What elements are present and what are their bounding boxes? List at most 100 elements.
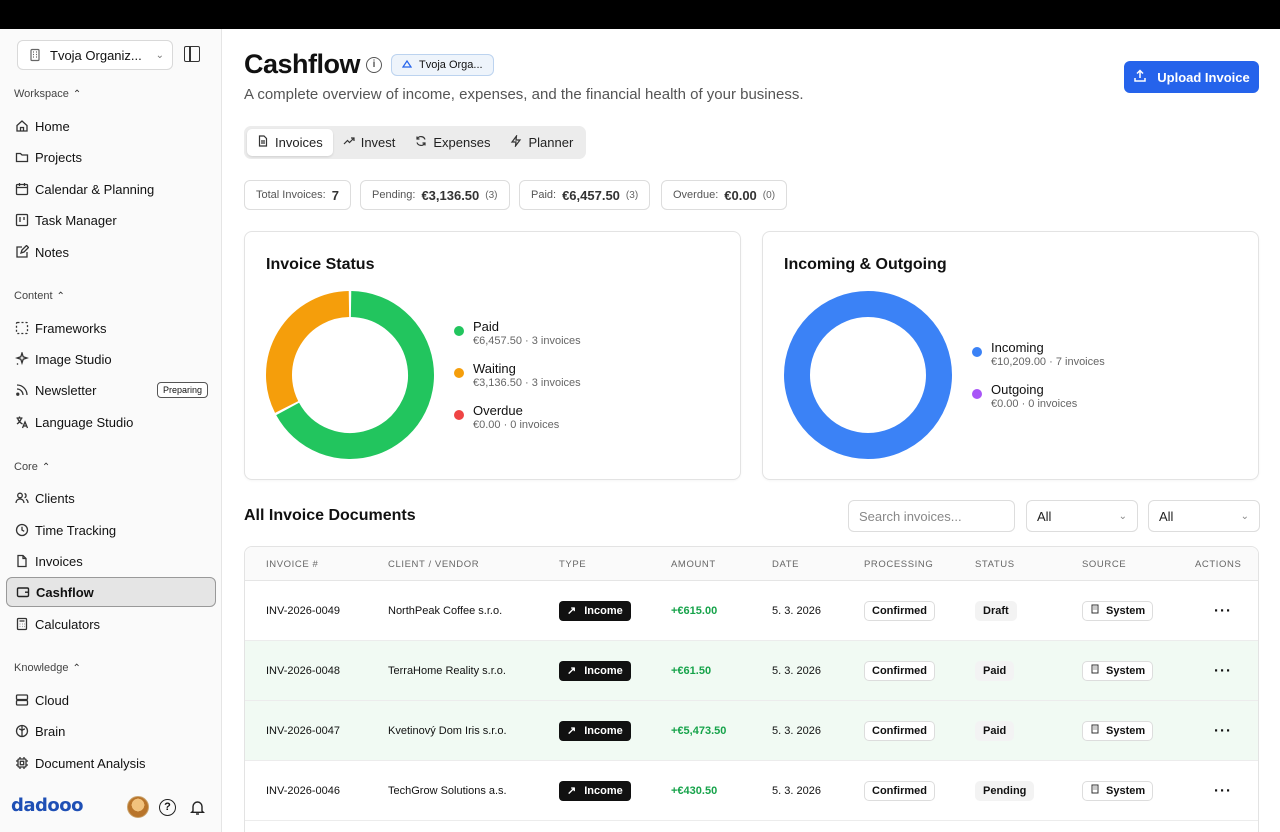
client-name: TechGrow Solutions a.s. bbox=[388, 784, 507, 797]
date: 5. 3. 2026 bbox=[772, 724, 821, 737]
database-icon bbox=[15, 693, 29, 707]
arrow-up-right-icon: ↗ bbox=[567, 665, 577, 677]
sidebar-item-task-manager[interactable]: Task Manager bbox=[6, 205, 216, 235]
column-header[interactable]: SOURCE bbox=[1082, 559, 1127, 570]
info-icon[interactable]: i bbox=[366, 57, 382, 73]
organization-chip[interactable]: Tvoja Orga... bbox=[391, 54, 494, 76]
source-label: System bbox=[1106, 664, 1146, 677]
stat-value: €3,136.50 bbox=[421, 187, 480, 203]
sidebar-item-language-studio[interactable]: Language Studio bbox=[6, 407, 216, 437]
sidebar-item-frameworks[interactable]: Frameworks bbox=[6, 313, 216, 343]
column-header[interactable]: CLIENT / VENDOR bbox=[388, 559, 480, 570]
processing-label: Confirmed bbox=[872, 604, 927, 617]
source-label: System bbox=[1106, 724, 1146, 737]
legend-name: Paid bbox=[473, 319, 500, 334]
brain-icon bbox=[15, 724, 29, 738]
sidebar-item-label: Clients bbox=[35, 490, 75, 506]
upload-invoice-button[interactable]: Upload Invoice bbox=[1124, 61, 1259, 93]
status-badge: Paid bbox=[975, 720, 1015, 741]
column-header[interactable]: AMOUNT bbox=[671, 559, 716, 570]
type-label: Income bbox=[584, 604, 623, 617]
avatar[interactable] bbox=[127, 796, 149, 818]
sidebar-toggle-icon[interactable] bbox=[184, 46, 200, 62]
org-logo-icon bbox=[401, 59, 413, 72]
legend-overdue: Overdue €0.00 · 0 invoices bbox=[454, 403, 559, 431]
table-row[interactable]: INV-2026-0049 NorthPeak Coffee s.r.o. ↗ … bbox=[245, 581, 1258, 641]
sidebar-item-notes[interactable]: Notes bbox=[6, 237, 216, 267]
sidebar-item-cashflow[interactable]: Cashflow bbox=[6, 577, 216, 607]
legend-sub: €6,457.50 · 3 invoices bbox=[473, 335, 581, 347]
legend-waiting: Waiting €3,136.50 · 3 invoices bbox=[454, 361, 581, 389]
table-row[interactable]: INV-2026-0047 Kvetinový Dom Iris s.r.o. … bbox=[245, 701, 1258, 761]
tab-invoices[interactable]: Invoices bbox=[247, 129, 333, 156]
sidebar-item-newsletter[interactable]: Newsletter Preparing bbox=[6, 375, 216, 405]
date: 5. 3. 2026 bbox=[772, 784, 821, 797]
more-actions-icon[interactable]: ··· bbox=[1214, 602, 1232, 619]
sidebar-item-document-analysis[interactable]: Document Analysis bbox=[6, 748, 216, 778]
type-filter-select[interactable]: All ⌄ bbox=[1026, 500, 1138, 532]
type-badge: ↗ Income bbox=[559, 660, 631, 681]
legend-sub: €3,136.50 · 3 invoices bbox=[473, 377, 581, 389]
organization-select[interactable]: Tvoja Organiz... ⌄ bbox=[17, 40, 173, 70]
translate-icon bbox=[15, 415, 29, 429]
column-header[interactable]: STATUS bbox=[975, 559, 1015, 570]
sidebar-item-home[interactable]: Home bbox=[6, 111, 216, 141]
source-label: System bbox=[1106, 784, 1146, 797]
section-core[interactable]: Core ⌃ bbox=[14, 461, 50, 473]
sidebar-item-label: Cashflow bbox=[36, 584, 94, 600]
sidebar-item-label: Calculators bbox=[35, 616, 101, 632]
date: 5. 3. 2026 bbox=[772, 604, 821, 617]
table-row[interactable]: INV-2026-0048 TerraHome Reality s.r.o. ↗… bbox=[245, 641, 1258, 701]
section-workspace[interactable]: Workspace ⌃ bbox=[14, 88, 81, 100]
section-content[interactable]: Content ⌃ bbox=[14, 290, 65, 302]
legend-name: Incoming bbox=[991, 340, 1044, 355]
arrow-up-right-icon: ↗ bbox=[567, 725, 577, 737]
sidebar-item-time-tracking[interactable]: Time Tracking bbox=[6, 515, 216, 545]
stat-count: (0) bbox=[762, 189, 776, 201]
sidebar-item-projects[interactable]: Projects bbox=[6, 142, 216, 172]
status-filter-select[interactable]: All ⌄ bbox=[1148, 500, 1260, 532]
more-actions-icon[interactable]: ··· bbox=[1214, 722, 1232, 739]
legend-dot bbox=[454, 326, 464, 336]
clock-icon bbox=[15, 523, 29, 537]
file-icon bbox=[15, 554, 29, 568]
source-badge: System bbox=[1082, 780, 1154, 801]
sidebar-item-cloud[interactable]: Cloud bbox=[6, 685, 216, 715]
column-header[interactable]: INVOICE # bbox=[266, 559, 319, 570]
sidebar-item-image-studio[interactable]: Image Studio bbox=[6, 344, 216, 374]
stat-count: (3) bbox=[625, 189, 639, 201]
arrow-up-right-icon: ↗ bbox=[567, 605, 577, 617]
search-input[interactable]: Search invoices... bbox=[848, 500, 1015, 532]
type-badge: ↗ Income bbox=[559, 780, 631, 801]
tab-invest[interactable]: Invest bbox=[333, 129, 406, 156]
column-header[interactable]: DATE bbox=[772, 559, 800, 570]
column-header[interactable]: PROCESSING bbox=[864, 559, 934, 570]
sidebar-item-label: Language Studio bbox=[35, 414, 134, 430]
calculator-icon bbox=[15, 617, 29, 631]
more-actions-icon[interactable]: ··· bbox=[1214, 782, 1232, 799]
organization-chip-label: Tvoja Orga... bbox=[419, 59, 483, 71]
sidebar-item-clients[interactable]: Clients bbox=[6, 483, 216, 513]
sidebar-item-invoices[interactable]: Invoices bbox=[6, 546, 216, 576]
stat-label: Pending: bbox=[372, 189, 416, 201]
tab-planner[interactable]: Planner bbox=[500, 129, 583, 156]
bell-icon[interactable] bbox=[189, 799, 206, 816]
help-icon[interactable]: ? bbox=[159, 799, 176, 816]
brand-logo[interactable]: dadooo bbox=[11, 795, 84, 816]
sidebar: Tvoja Organiz... ⌄ Workspace ⌃ Home Proj… bbox=[0, 29, 222, 832]
column-header[interactable]: TYPE bbox=[559, 559, 587, 570]
processing-badge: Confirmed bbox=[864, 600, 935, 621]
more-actions-icon[interactable]: ··· bbox=[1214, 662, 1232, 679]
section-knowledge[interactable]: Knowledge ⌃ bbox=[14, 662, 81, 674]
processing-label: Confirmed bbox=[872, 784, 927, 797]
sidebar-item-label: Task Manager bbox=[35, 212, 117, 228]
table-row[interactable]: INV-2026-0046 TechGrow Solutions a.s. ↗ … bbox=[245, 761, 1258, 821]
chevron-up-icon: ⌃ bbox=[72, 88, 82, 100]
sidebar-item-calculators[interactable]: Calculators bbox=[6, 609, 216, 639]
lightning-icon bbox=[510, 133, 522, 150]
sidebar-item-calendar[interactable]: Calendar & Planning bbox=[6, 174, 216, 204]
status-badge: Paid bbox=[975, 660, 1015, 681]
building-icon bbox=[28, 48, 42, 62]
sidebar-item-brain[interactable]: Brain bbox=[6, 716, 216, 746]
tab-expenses[interactable]: Expenses bbox=[405, 129, 500, 156]
